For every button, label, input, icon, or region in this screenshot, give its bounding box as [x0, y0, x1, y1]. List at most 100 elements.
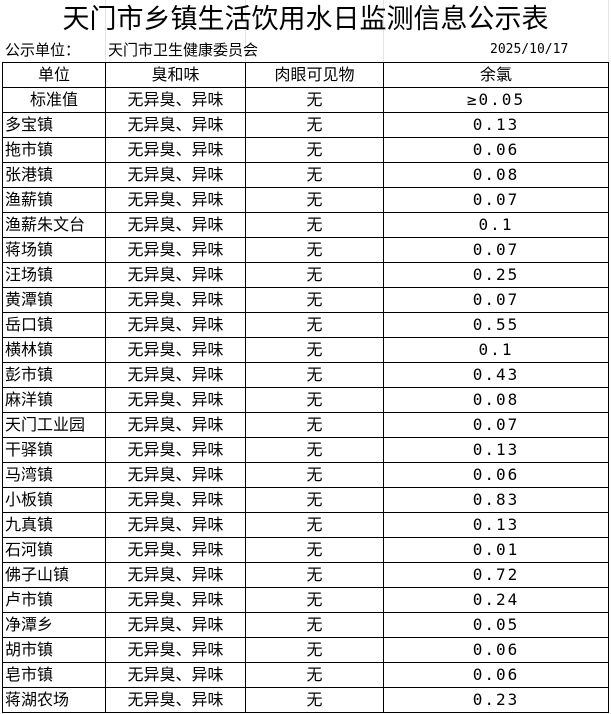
- table-row: 蒋场镇 无异臭、异味无 0.07: [2, 237, 609, 263]
- table-row: 黄潭镇 无异臭、异味无 0.07: [2, 287, 609, 313]
- town-name: 皂市镇: [2, 662, 106, 688]
- town-name: 卢市镇: [2, 587, 106, 613]
- town-name: 渔薪朱文台: [2, 212, 106, 238]
- visible-cell: 无: [245, 487, 384, 513]
- visible-cell: 无: [245, 312, 384, 338]
- odor-cell: 无异臭、异味: [105, 587, 246, 613]
- table-row: 横林镇 无异臭、异味无 0.1: [2, 337, 609, 363]
- table-row: 小板镇 无异臭、异味无 0.83: [2, 487, 609, 513]
- visible-cell: 无: [245, 362, 384, 388]
- odor-cell: 无异臭、异味: [105, 662, 246, 688]
- chlorine-cell: 0.05: [383, 612, 609, 638]
- odor-cell: 无异臭、异味: [105, 287, 246, 313]
- town-name: 胡市镇: [2, 637, 106, 663]
- visible-cell: 无: [245, 462, 384, 488]
- odor-cell: 无异臭、异味: [105, 262, 246, 288]
- town-name: 天门工业园: [2, 412, 106, 438]
- town-name: 九真镇: [2, 512, 106, 538]
- chlorine-cell: 0.13: [383, 437, 609, 463]
- header-chlorine: 余氯: [383, 62, 609, 88]
- table-row: 渔薪朱文台 无异臭、异味无 0.1: [2, 212, 609, 238]
- table-row: 干驿镇 无异臭、异味无 0.13: [2, 437, 609, 463]
- visible-cell: 无: [245, 112, 384, 138]
- chlorine-cell: 0.08: [383, 162, 609, 188]
- chlorine-cell: 0.24: [383, 587, 609, 613]
- visible-cell: 无: [245, 162, 384, 188]
- standard-chlorine: ≥0.05: [383, 87, 609, 113]
- visible-cell: 无: [245, 212, 384, 238]
- gridline: [383, 0, 384, 62]
- town-name: 横林镇: [2, 337, 106, 363]
- town-name: 汪场镇: [2, 262, 106, 288]
- chlorine-cell: 0.06: [383, 137, 609, 163]
- table-row: 卢市镇 无异臭、异味无 0.24: [2, 587, 609, 613]
- gridline: [105, 0, 106, 62]
- town-name: 岳口镇: [2, 312, 106, 338]
- visible-cell: 无: [245, 537, 384, 563]
- town-name: 干驿镇: [2, 437, 106, 463]
- header-unit: 单位: [2, 62, 106, 88]
- odor-cell: 无异臭、异味: [105, 237, 246, 263]
- chlorine-cell: 0.1: [383, 212, 609, 238]
- odor-cell: 无异臭、异味: [105, 437, 246, 463]
- standard-odor: 无异臭、异味: [105, 87, 246, 113]
- visible-cell: 无: [245, 687, 384, 713]
- chlorine-cell: 0.07: [383, 237, 609, 263]
- table-row: 汪场镇 无异臭、异味无 0.25: [2, 262, 609, 288]
- table-row: 多宝镇 无异臭、异味无 0.13: [2, 112, 609, 138]
- odor-cell: 无异臭、异味: [105, 162, 246, 188]
- chlorine-cell: 0.01: [383, 537, 609, 563]
- odor-cell: 无异臭、异味: [105, 112, 246, 138]
- town-name: 彭市镇: [2, 362, 106, 388]
- town-name: 拖市镇: [2, 137, 106, 163]
- standard-row: 标准值 无异臭、异味 无 ≥0.05: [2, 87, 609, 113]
- odor-cell: 无异臭、异味: [105, 612, 246, 638]
- town-name: 渔薪镇: [2, 187, 106, 213]
- visible-cell: 无: [245, 637, 384, 663]
- table-row: 皂市镇 无异臭、异味无 0.06: [2, 662, 609, 688]
- odor-cell: 无异臭、异味: [105, 187, 246, 213]
- town-name: 蒋湖农场: [2, 687, 106, 713]
- standard-visible: 无: [245, 87, 384, 113]
- odor-cell: 无异臭、异味: [105, 637, 246, 663]
- chlorine-cell: 0.55: [383, 312, 609, 338]
- table-row: 佛子山镇 无异臭、异味无 0.72: [2, 562, 609, 588]
- visible-cell: 无: [245, 137, 384, 163]
- chlorine-cell: 0.07: [383, 187, 609, 213]
- chlorine-cell: 0.25: [383, 262, 609, 288]
- chlorine-cell: 0.83: [383, 487, 609, 513]
- odor-cell: 无异臭、异味: [105, 312, 246, 338]
- visible-cell: 无: [245, 262, 384, 288]
- odor-cell: 无异臭、异味: [105, 387, 246, 413]
- chlorine-cell: 0.07: [383, 412, 609, 438]
- odor-cell: 无异臭、异味: [105, 537, 246, 563]
- odor-cell: 无异臭、异味: [105, 462, 246, 488]
- table-row: 石河镇 无异臭、异味无 0.01: [2, 537, 609, 563]
- visible-cell: 无: [245, 337, 384, 363]
- chlorine-cell: 0.06: [383, 637, 609, 663]
- visible-cell: 无: [245, 437, 384, 463]
- odor-cell: 无异臭、异味: [105, 212, 246, 238]
- gridline: [608, 0, 609, 62]
- odor-cell: 无异臭、异味: [105, 687, 246, 713]
- table-row: 渔薪镇 无异臭、异味无 0.07: [2, 187, 609, 213]
- visible-cell: 无: [245, 187, 384, 213]
- town-name: 小板镇: [2, 487, 106, 513]
- monitoring-table: 单位 臭和味 肉眼可见物 余氯 标准值 无异臭、异味 无 ≥0.05 多宝镇 无异…: [2, 62, 609, 713]
- chlorine-cell: 0.13: [383, 112, 609, 138]
- town-name: 佛子山镇: [2, 562, 106, 588]
- town-name: 黄潭镇: [2, 287, 106, 313]
- table-row: 拖市镇 无异臭、异味无 0.06: [2, 137, 609, 163]
- header-odor: 臭和味: [105, 62, 246, 88]
- header-visible: 肉眼可见物: [245, 62, 384, 88]
- visible-cell: 无: [245, 287, 384, 313]
- chlorine-cell: 0.13: [383, 512, 609, 538]
- town-name: 麻洋镇: [2, 387, 106, 413]
- standard-name: 标准值: [2, 87, 106, 113]
- odor-cell: 无异臭、异味: [105, 512, 246, 538]
- visible-cell: 无: [245, 662, 384, 688]
- town-name: 净潭乡: [2, 612, 106, 638]
- table-row: 彭市镇 无异臭、异味无 0.43: [2, 362, 609, 388]
- table-row: 胡市镇 无异臭、异味无 0.06: [2, 637, 609, 663]
- table-row: 净潭乡 无异臭、异味无 0.05: [2, 612, 609, 638]
